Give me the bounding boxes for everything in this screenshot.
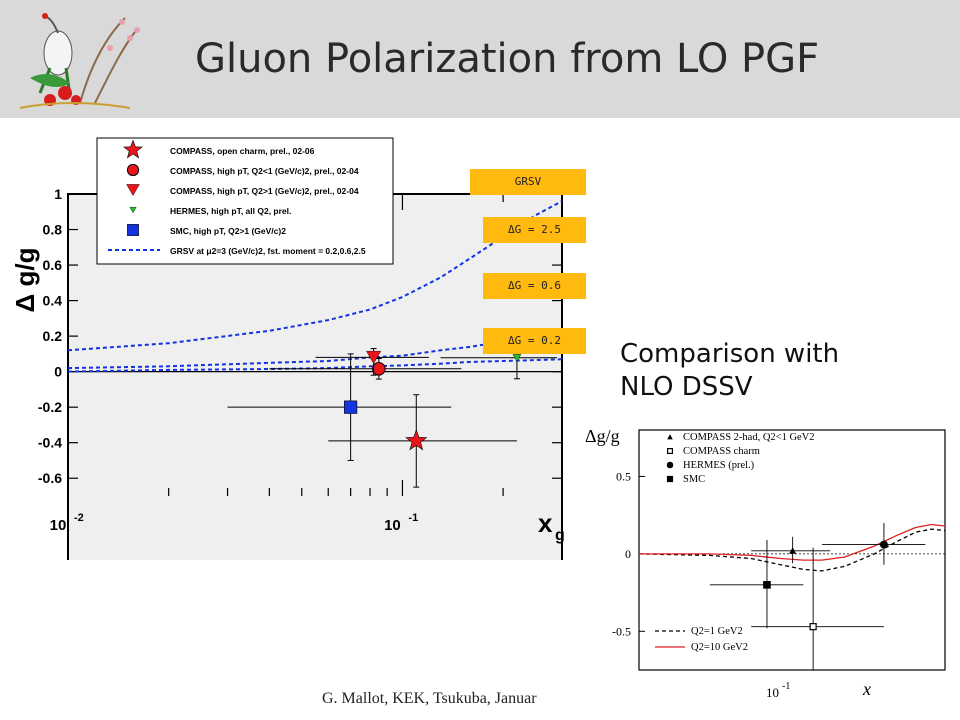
svg-text:-1: -1 bbox=[782, 681, 790, 692]
main-legend: COMPASS, open charm, prel., 02-06 COMPASS… bbox=[96, 137, 394, 265]
svg-text:g: g bbox=[555, 527, 565, 544]
legend-entry: COMPASS, high pT, Q2>1 (GeV/c)2, prel., … bbox=[126, 184, 359, 197]
inset-legend-entry: Q2=10 GeV2 bbox=[655, 642, 748, 653]
inset-legend-label: HERMES (prel.) bbox=[683, 460, 755, 471]
inset-legend-marker bbox=[667, 434, 673, 440]
legend-marker-triangle-down bbox=[126, 184, 140, 197]
inset-data-point bbox=[709, 539, 804, 629]
svg-text:-2: -2 bbox=[74, 512, 84, 524]
y-axis-label: Δ g/g bbox=[10, 248, 40, 313]
footer-text: G. Mallot, KEK, Tsukuba, Januar bbox=[322, 690, 537, 707]
marker-star bbox=[405, 429, 428, 451]
inset-legend-entry: COMPASS 2-had, Q2<1 GeV2 bbox=[667, 432, 815, 443]
inset-legend-label: Q2=1 GeV2 bbox=[691, 626, 743, 637]
inset-curve bbox=[638, 528, 946, 572]
data-point bbox=[227, 353, 452, 461]
inset-data-point bbox=[751, 547, 884, 670]
marker-circle bbox=[372, 362, 386, 376]
svg-text:-1: -1 bbox=[408, 512, 418, 524]
inset-curve bbox=[639, 523, 946, 561]
inset-marker-triangle-up bbox=[789, 547, 797, 554]
marker-square bbox=[344, 400, 358, 414]
y-tick-label: 0.6 bbox=[43, 257, 63, 273]
inset-x-tick-label: 10 -1 bbox=[766, 681, 790, 700]
y-tick-label: 0.4 bbox=[43, 293, 63, 309]
legend-label: COMPASS, open charm, prel., 02-06 bbox=[170, 146, 315, 156]
inset-legend-marker bbox=[666, 475, 674, 483]
inset-legend-marker bbox=[666, 461, 674, 469]
legend-label: COMPASS, high pT, Q2>1 (GeV/c)2, prel., … bbox=[170, 186, 359, 196]
inset-legend-marker bbox=[666, 447, 673, 454]
legend-marker-square bbox=[127, 224, 139, 236]
inset-y-axis-label: Δg/g bbox=[585, 426, 620, 446]
inset-marker-square bbox=[763, 581, 771, 589]
crane-logo-icon bbox=[19, 13, 140, 109]
inset-data-point bbox=[822, 522, 926, 565]
tag-grsv: GRSV bbox=[470, 169, 586, 195]
y-tick-label: -0.2 bbox=[38, 399, 62, 415]
legend-marker-circle bbox=[126, 163, 140, 177]
data-point bbox=[328, 394, 517, 488]
inset-legend-label: COMPASS 2-had, Q2<1 GeV2 bbox=[683, 432, 815, 443]
inset-legend-entry: COMPASS charm bbox=[666, 446, 760, 457]
inset-legend-label: COMPASS charm bbox=[683, 446, 760, 457]
inset-y-tick-label: -0.5 bbox=[612, 624, 631, 638]
x-tick-label: 10 -1 bbox=[384, 512, 418, 534]
legend-entry: GRSV at μ2=3 (GeV/c)2, fst. moment = 0.2… bbox=[108, 246, 366, 256]
data-point bbox=[269, 358, 462, 380]
inset-chart: 0.5 0 -0.5 COMPASS 2-had, Q2<1 GeV2 COMPASS… bbox=[585, 426, 946, 700]
inset-legend-entry: Q2=1 GeV2 bbox=[655, 626, 743, 637]
marker-triangle-down bbox=[366, 350, 382, 365]
tag-dg-2-5: ΔG = 2.5 bbox=[483, 217, 586, 243]
tag-dg-0-2: ΔG = 0.2 bbox=[483, 328, 586, 354]
tag-dg-0-6: ΔG = 0.6 bbox=[483, 273, 586, 299]
svg-text:10: 10 bbox=[50, 517, 67, 534]
inset-y-tick-label: 0.5 bbox=[616, 469, 631, 483]
slide-header bbox=[0, 0, 960, 118]
y-tick-label: -0.4 bbox=[38, 435, 62, 451]
legend-entry: COMPASS, high pT, Q2<1 (GeV/c)2, prel., … bbox=[126, 163, 359, 177]
inset-legend-entry: HERMES (prel.) bbox=[666, 460, 755, 471]
legend-label: COMPASS, high pT, Q2<1 (GeV/c)2, prel., … bbox=[170, 166, 359, 176]
inset-legend-label: Q2=10 GeV2 bbox=[691, 642, 748, 653]
legend-entry: HERMES, high pT, all Q2, prel. bbox=[129, 206, 291, 216]
y-tick-label: -0.6 bbox=[38, 470, 62, 486]
comparison-line-1: Comparison with bbox=[620, 339, 840, 369]
comparison-line-2: NLO DSSV bbox=[620, 372, 753, 402]
inset-marker-circle bbox=[879, 540, 888, 549]
x-tick-label: 10 -2 bbox=[50, 512, 84, 534]
inset-marker-open-square bbox=[809, 623, 817, 631]
legend-label: SMC, high pT, Q2>1 (GeV/c)2 bbox=[170, 226, 286, 236]
svg-text:10: 10 bbox=[384, 517, 401, 534]
marker-triangle-down bbox=[512, 354, 522, 362]
svg-text:x: x bbox=[538, 508, 553, 538]
x-axis-label: x g bbox=[538, 508, 565, 544]
legend-label: HERMES, high pT, all Q2, prel. bbox=[170, 206, 291, 216]
legend-entry: SMC, high pT, Q2>1 (GeV/c)2 bbox=[127, 224, 286, 236]
legend-marker-triangle-down bbox=[129, 207, 137, 214]
inset-legend-label: SMC bbox=[683, 474, 705, 485]
svg-text:10: 10 bbox=[766, 685, 779, 700]
y-tick-label: 0.8 bbox=[43, 222, 63, 238]
data-point bbox=[315, 348, 429, 376]
comparison-text: Comparison with NLO DSSV bbox=[620, 338, 839, 404]
inset-legend-entry: SMC bbox=[666, 474, 705, 485]
y-tick-label: 0 bbox=[54, 364, 62, 380]
y-tick-label: 1 bbox=[54, 186, 62, 202]
legend-label: GRSV at μ2=3 (GeV/c)2, fst. moment = 0.2… bbox=[170, 246, 366, 256]
slide-title: Gluon Polarization from LO PGF bbox=[195, 36, 820, 82]
inset-data-point bbox=[751, 536, 831, 564]
legend-entry: COMPASS, open charm, prel., 02-06 bbox=[123, 139, 315, 159]
inset-x-axis-label: x bbox=[862, 679, 871, 699]
inset-y-tick-label: 0 bbox=[625, 547, 631, 561]
main-chart: 1 0.8 0.6 0.4 0.2 0 -0.2 -0.4 -0.6 10 -2 10 -1 Δ g/… bbox=[10, 137, 565, 560]
y-tick-label: 0.2 bbox=[43, 328, 63, 344]
legend-marker-star bbox=[123, 139, 143, 159]
